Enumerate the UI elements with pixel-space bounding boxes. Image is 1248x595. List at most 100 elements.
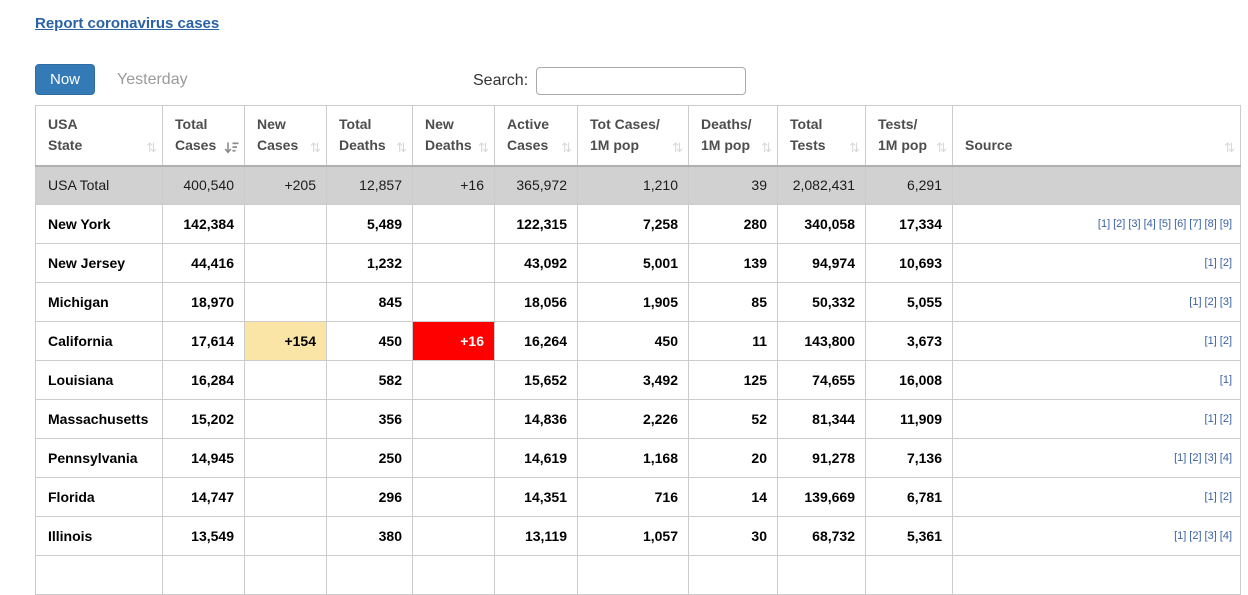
cell-sources: [1] [2] [952, 243, 1241, 283]
cell-state: California [35, 321, 163, 361]
cell-active-cases: 14,619 [494, 438, 578, 478]
sort-icon: ⇅ [310, 139, 321, 155]
table-row: Pennsylvania 14,945 250 14,619 1,168 20 91,278… [35, 438, 1241, 478]
source-link[interactable]: [1] [1097, 218, 1111, 230]
cell-state: Massachusetts [35, 399, 163, 439]
sort-icon: ⇅ [936, 139, 947, 155]
source-link[interactable]: [1] [1204, 491, 1217, 503]
source-link[interactable]: [3] [1204, 452, 1217, 464]
source-link[interactable]: [1] [1189, 296, 1202, 308]
source-link[interactable]: [1] [1204, 257, 1217, 269]
source-link[interactable]: [1] [1204, 335, 1217, 347]
cell-tests-per-1m: 11,909 [865, 399, 953, 439]
column-header-total-cases[interactable]: Total Cases [162, 105, 245, 167]
sort-icon: ⇅ [761, 139, 772, 155]
source-link[interactable]: [2] [1219, 335, 1232, 347]
source-link[interactable]: [4] [1143, 218, 1156, 230]
source-link[interactable]: [1] [1204, 413, 1217, 425]
cell-total-tests: 340,058 [777, 204, 866, 244]
sort-icon: ⇅ [561, 139, 572, 155]
source-link[interactable]: [3] [1204, 530, 1217, 542]
cell-active-cases: 13,119 [494, 516, 578, 556]
cell-tests-per-1m: 5,055 [865, 282, 953, 322]
cell-deaths-per-1m: 11 [688, 321, 778, 361]
source-link[interactable]: [5] [1158, 218, 1172, 230]
cell-new-deaths [412, 438, 495, 478]
cell-new-cases [244, 360, 327, 400]
cell-state: Michigan [35, 282, 163, 322]
cell-deaths-per-1m: 52 [688, 399, 778, 439]
column-header-sources[interactable]: Source ⇅ [952, 105, 1241, 167]
source-link[interactable]: [3] [1219, 296, 1232, 308]
cell-new-deaths [412, 282, 495, 322]
cell-sources: [1] [952, 360, 1241, 400]
source-link[interactable]: [1] [1174, 530, 1187, 542]
column-header-new-cases[interactable]: New Cases ⇅ [244, 105, 327, 167]
cell-total-deaths: 296 [326, 477, 413, 517]
cell-empty [162, 555, 245, 595]
cell-total-tests: 139,669 [777, 477, 866, 517]
cell-active-cases: 18,056 [494, 282, 578, 322]
report-cases-link[interactable]: Report coronavirus cases [35, 15, 220, 32]
cell-deaths-per-1m: 280 [688, 204, 778, 244]
table-row: New Jersey 44,416 1,232 43,092 5,001 139 94,97… [35, 243, 1241, 283]
cell-total-deaths: 380 [326, 516, 413, 556]
source-link[interactable]: [2] [1219, 491, 1232, 503]
source-link[interactable]: [1] [1174, 452, 1187, 464]
cell-new-deaths [412, 243, 495, 283]
source-link[interactable]: [9] [1219, 218, 1232, 230]
source-link[interactable]: [4] [1219, 530, 1232, 542]
cell-new-cases [244, 399, 327, 439]
source-link[interactable]: [2] [1219, 257, 1232, 269]
cell-empty [952, 555, 1241, 595]
cell-active-cases: 16,264 [494, 321, 578, 361]
source-link[interactable]: [2] [1113, 218, 1126, 230]
cell-empty [865, 555, 953, 595]
source-link[interactable]: [4] [1219, 452, 1232, 464]
column-header-cases-per-1m[interactable]: Tot Cases/1M pop ⇅ [577, 105, 689, 167]
source-link[interactable]: [2] [1189, 530, 1202, 542]
source-link[interactable]: [1] [1219, 374, 1232, 386]
cell-total-cases: 400,540 [162, 165, 245, 205]
cell-new-cases [244, 204, 327, 244]
source-link[interactable]: [3] [1128, 218, 1141, 230]
column-header-state[interactable]: USA State ⇅ [35, 105, 163, 167]
cell-total-deaths: 250 [326, 438, 413, 478]
cell-sources [952, 165, 1241, 205]
cell-active-cases: 122,315 [494, 204, 578, 244]
column-header-new-deaths[interactable]: New Deaths ⇅ [412, 105, 495, 167]
source-link[interactable]: [2] [1204, 296, 1217, 308]
cell-cases-per-1m: 1,210 [577, 165, 689, 205]
source-link[interactable]: [7] [1189, 218, 1202, 230]
now-button[interactable]: Now [35, 64, 96, 95]
source-link[interactable]: [2] [1189, 452, 1202, 464]
sort-icon: ⇅ [478, 139, 489, 155]
cell-total-deaths: 12,857 [326, 165, 413, 205]
source-link[interactable]: [6] [1174, 218, 1187, 230]
cell-total-cases: 14,945 [162, 438, 245, 478]
table-row: Louisiana 16,284 582 15,652 3,492 125 74,655 16… [35, 360, 1241, 400]
search-input[interactable] [536, 67, 747, 95]
cell-total-cases: 15,202 [162, 399, 245, 439]
table-row-partial [35, 555, 1241, 595]
cell-cases-per-1m: 1,057 [577, 516, 689, 556]
sort-icon: ⇅ [849, 139, 860, 155]
source-link[interactable]: [2] [1219, 413, 1232, 425]
column-header-active-cases[interactable]: Active Cases ⇅ [494, 105, 578, 167]
column-header-deaths-per-1m[interactable]: Deaths/1M pop ⇅ [688, 105, 778, 167]
column-header-total-tests[interactable]: Total Tests ⇅ [777, 105, 866, 167]
column-header-total-deaths[interactable]: Total Deaths ⇅ [326, 105, 413, 167]
cell-cases-per-1m: 1,168 [577, 438, 689, 478]
table-body: USA Total 400,540 +205 12,857 +16 365,972 1,21… [35, 165, 1241, 595]
cell-total-cases: 17,614 [162, 321, 245, 361]
sort-icon: ⇅ [146, 139, 157, 155]
cell-tests-per-1m: 17,334 [865, 204, 953, 244]
cell-empty [326, 555, 413, 595]
source-link[interactable]: [8] [1204, 218, 1217, 230]
cell-sources: [1] [2] [952, 321, 1241, 361]
column-header-tests-per-1m[interactable]: Tests/1M pop ⇅ [865, 105, 953, 167]
cell-total-tests: 50,332 [777, 282, 866, 322]
sort-icon: ⇅ [396, 139, 407, 155]
cell-sources: [1] [2] [3] [952, 282, 1241, 322]
yesterday-button[interactable]: Yesterday [117, 70, 188, 88]
